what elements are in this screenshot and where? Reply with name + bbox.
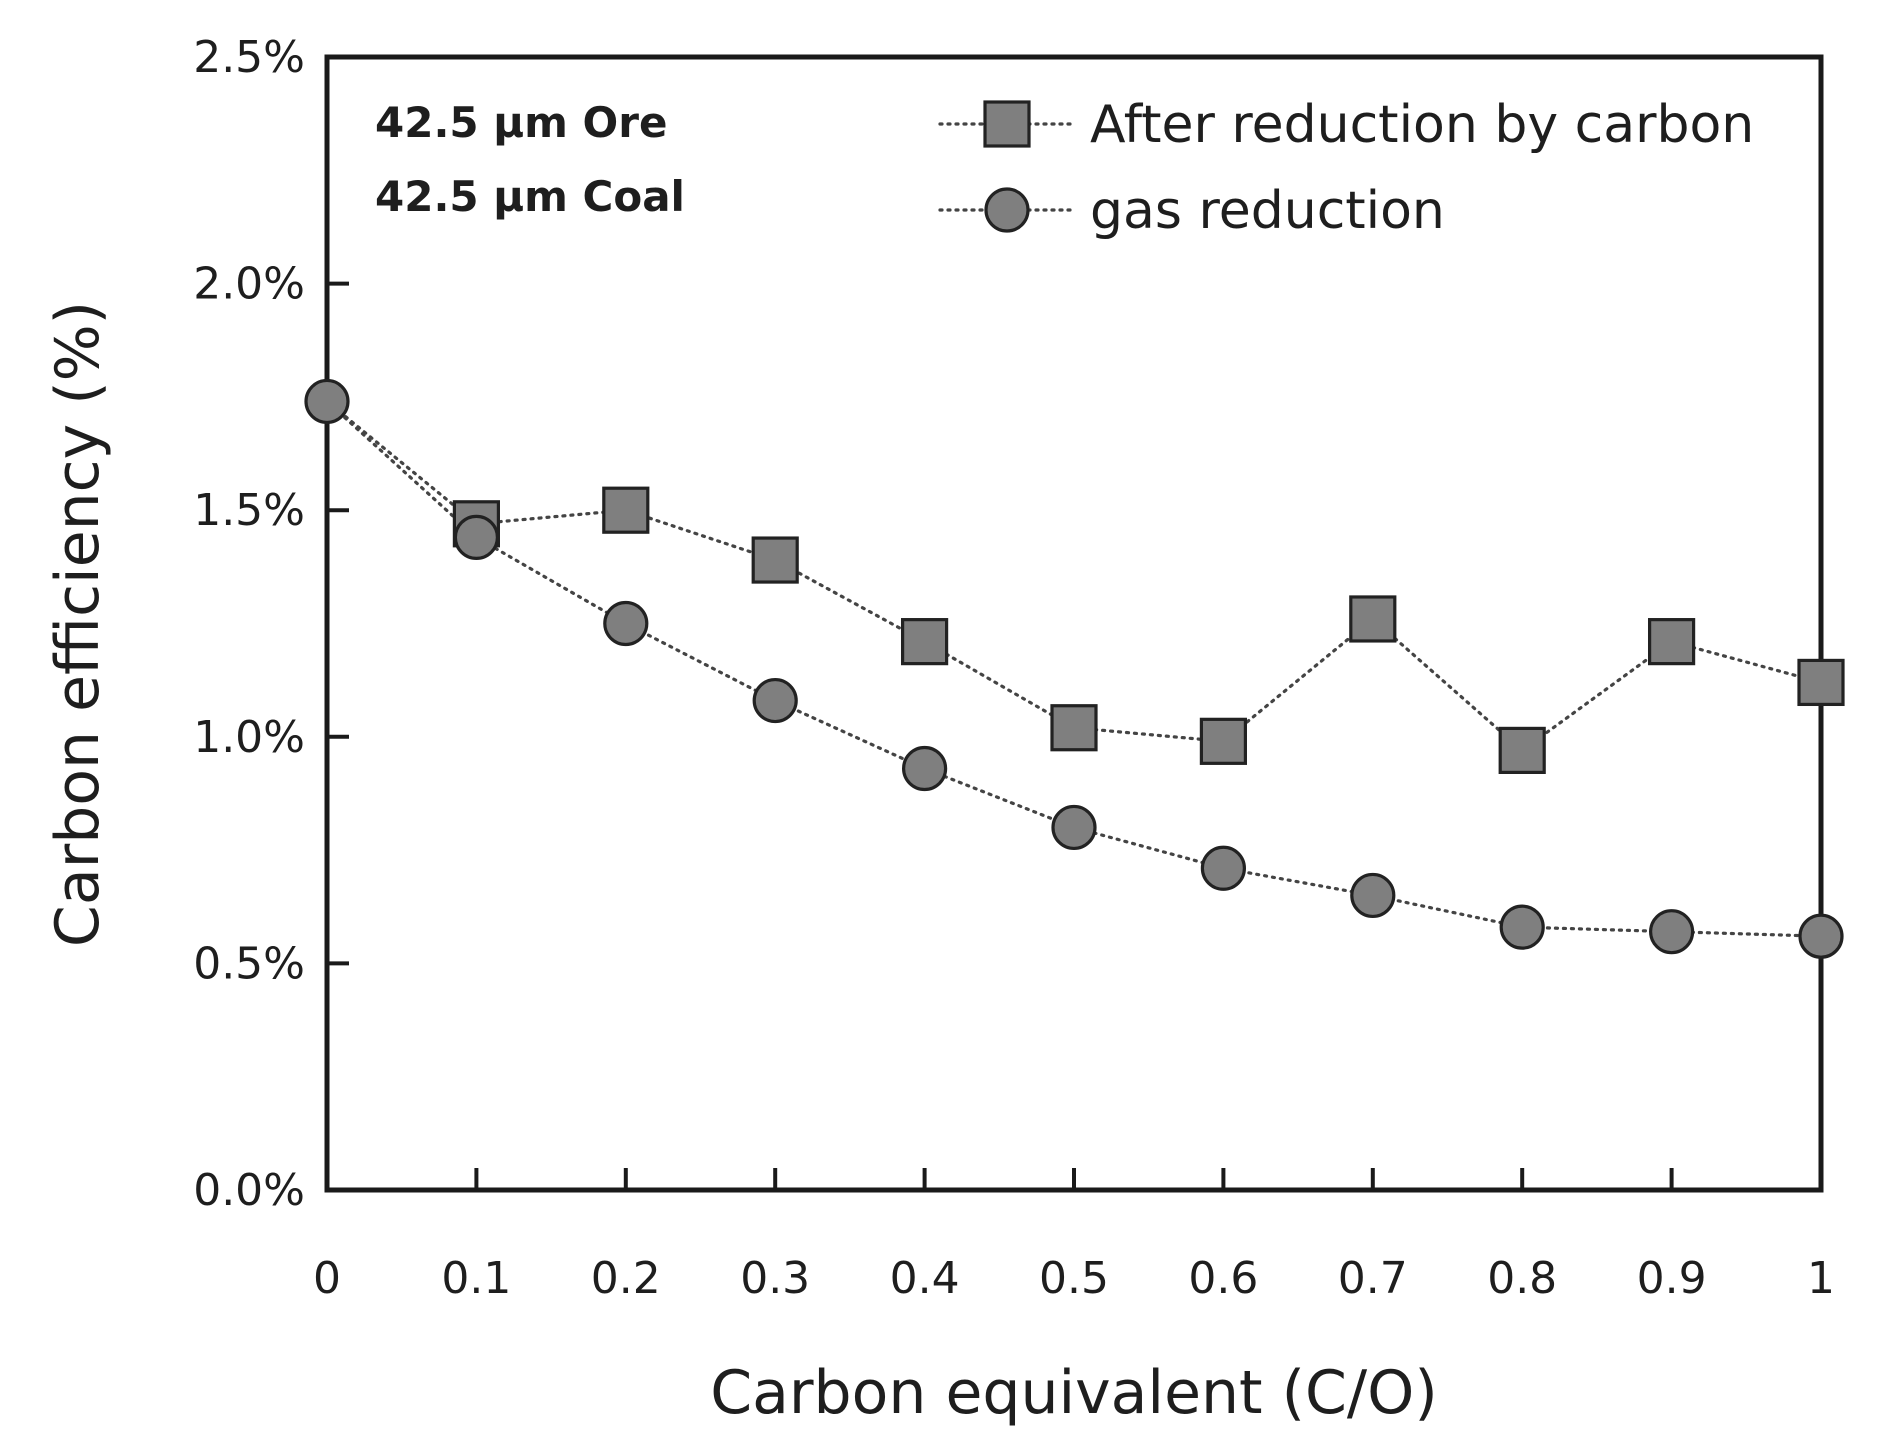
x-tick-label: 0 bbox=[313, 1253, 341, 1304]
square-point bbox=[751, 536, 799, 584]
plot-frame bbox=[324, 54, 1824, 1193]
square-point bbox=[900, 618, 949, 666]
square-point bbox=[1349, 595, 1397, 643]
y-axis-title: Carbon efficiency (%) bbox=[43, 301, 113, 947]
x-tick-label: 0.7 bbox=[1338, 1253, 1408, 1304]
y-tick-label: 0.0% bbox=[193, 1165, 305, 1216]
circle-point bbox=[603, 600, 649, 647]
y-tick-label: 1.5% bbox=[193, 485, 305, 536]
circle-point bbox=[453, 514, 499, 560]
x-tick-label: 0.9 bbox=[1637, 1253, 1707, 1304]
circle-point bbox=[752, 677, 798, 724]
circle-point bbox=[1499, 904, 1545, 950]
x-tick-label: 0.3 bbox=[740, 1253, 810, 1304]
x-tick-label: 0.4 bbox=[890, 1253, 960, 1304]
y-tick-label: 1.0% bbox=[193, 712, 305, 763]
y-tick-label: 0.5% bbox=[193, 938, 305, 989]
square-point bbox=[1050, 704, 1098, 752]
square-point bbox=[1647, 618, 1696, 666]
x-tick-label: 0.2 bbox=[591, 1253, 661, 1304]
square-point bbox=[602, 486, 650, 534]
legend-marker-circle bbox=[984, 187, 1030, 233]
circle-point bbox=[901, 745, 948, 792]
x-tick-label: 0.8 bbox=[1487, 1253, 1557, 1304]
y-tick-label: 2.0% bbox=[193, 259, 305, 310]
annotation-text: 42.5 µm Ore bbox=[375, 98, 667, 147]
legend-marker-square bbox=[983, 100, 1031, 148]
x-tick-label: 0.1 bbox=[441, 1253, 511, 1304]
annotation-text: 42.5 µm Coal bbox=[375, 172, 685, 221]
y-tick-label: 2.5% bbox=[193, 32, 305, 83]
circle-point bbox=[304, 378, 350, 425]
legend-label: gas reduction bbox=[1090, 181, 1445, 241]
circle-point bbox=[1051, 804, 1097, 851]
circle-point bbox=[1350, 872, 1396, 919]
series-line-0 bbox=[325, 399, 1823, 753]
x-tick-label: 1 bbox=[1807, 1253, 1835, 1304]
square-point bbox=[1797, 658, 1845, 707]
x-tick-label: 0.6 bbox=[1188, 1253, 1258, 1304]
circle-point bbox=[1200, 845, 1247, 891]
x-axis-title: Carbon equivalent (C/O) bbox=[710, 1358, 1438, 1428]
x-tick-label: 0.5 bbox=[1039, 1253, 1109, 1304]
square-point bbox=[1498, 726, 1546, 774]
series-line-1 bbox=[325, 399, 1823, 938]
square-point bbox=[1199, 717, 1248, 765]
circle-point bbox=[1648, 909, 1695, 955]
circle-point bbox=[1798, 913, 1844, 959]
legend-label: After reduction by carbon bbox=[1090, 95, 1754, 155]
